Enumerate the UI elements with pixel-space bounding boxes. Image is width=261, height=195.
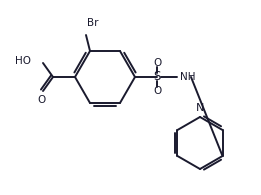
Text: N: N: [196, 103, 204, 113]
Text: O: O: [38, 95, 46, 105]
Text: O: O: [153, 86, 161, 96]
Text: Br: Br: [87, 18, 98, 28]
Text: S: S: [153, 71, 161, 83]
Text: O: O: [153, 58, 161, 68]
Text: HO: HO: [15, 56, 31, 66]
Text: NH: NH: [180, 72, 195, 82]
